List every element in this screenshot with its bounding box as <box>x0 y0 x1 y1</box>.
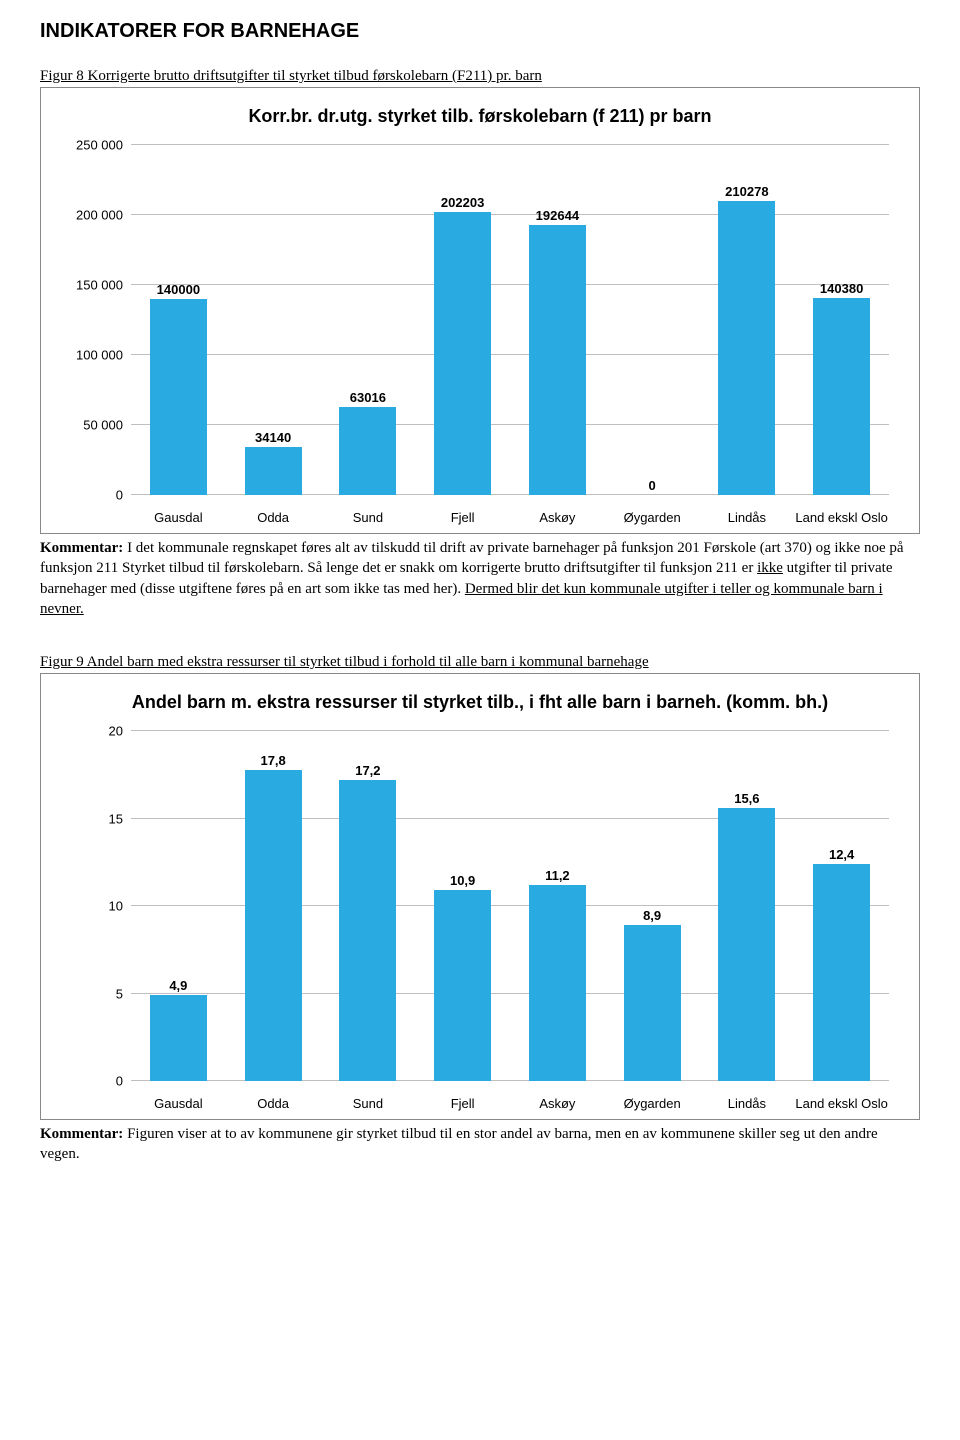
bar <box>245 770 302 1082</box>
x-label: Lindås <box>700 506 795 525</box>
figure8-caption: Figur 8 Korrigerte brutto driftsutgifter… <box>40 68 920 85</box>
bar <box>434 212 491 495</box>
x-label: Land ekskl Oslo <box>794 1092 889 1111</box>
bar-slot: 210278 <box>700 145 795 495</box>
x-label: Gausdal <box>131 1092 226 1111</box>
figure8-commentary: Kommentar: I det kommunale regnskapet fø… <box>40 538 920 619</box>
figure9-chart-title: Andel barn m. ekstra ressurser til styrk… <box>61 692 899 713</box>
bar <box>813 298 870 495</box>
x-label: Gausdal <box>131 506 226 525</box>
commentary-body: I det kommunale regnskapet føres alt av … <box>40 540 904 617</box>
x-label: Odda <box>226 506 321 525</box>
y-axis: 050 000100 000150 000200 000250 000 <box>61 145 131 495</box>
bar-slot: 140000 <box>131 145 226 495</box>
bar <box>529 225 586 495</box>
bar-slot: 8,9 <box>605 731 700 1081</box>
y-tick-label: 0 <box>61 488 131 503</box>
bar-slot: 10,9 <box>415 731 510 1081</box>
bar-value-label: 140000 <box>131 282 226 297</box>
bar-value-label: 10,9 <box>415 873 510 888</box>
y-tick-label: 200 000 <box>61 208 131 223</box>
bar-slot: 11,2 <box>510 731 605 1081</box>
bar <box>150 299 207 495</box>
y-tick-label: 20 <box>61 724 131 739</box>
x-labels-row: GausdalOddaSundFjellAskøyØygardenLindåsL… <box>131 1092 889 1111</box>
bar-slot: 202203 <box>415 145 510 495</box>
commentary-lead: Kommentar: <box>40 540 123 556</box>
y-tick-label: 5 <box>61 986 131 1001</box>
commentary-lead: Kommentar: <box>40 1126 123 1142</box>
figure9-chart-area: 051015204,917,817,210,911,28,915,612,4Ga… <box>61 731 899 1111</box>
bar-value-label: 63016 <box>321 390 416 405</box>
figure9-caption: Figur 9 Andel barn med ekstra ressurser … <box>40 654 920 671</box>
bar <box>245 447 302 495</box>
x-labels-row: GausdalOddaSundFjellAskøyØygardenLindåsL… <box>131 506 889 525</box>
bar-slot: 140380 <box>794 145 889 495</box>
bar-value-label: 210278 <box>700 184 795 199</box>
figure8-chart-title: Korr.br. dr.utg. styrket tilb. førskoleb… <box>61 106 899 127</box>
y-tick-label: 250 000 <box>61 138 131 153</box>
bar-value-label: 4,9 <box>131 978 226 993</box>
bar-value-label: 202203 <box>415 195 510 210</box>
bar <box>624 925 681 1081</box>
bar-slot: 0 <box>605 145 700 495</box>
y-tick-label: 100 000 <box>61 348 131 363</box>
bar-slot: 192644 <box>510 145 605 495</box>
bars-row: 140000 34140 63016 202203192644 0 210278 14038… <box>131 145 889 495</box>
bar <box>150 995 207 1081</box>
x-label: Odda <box>226 1092 321 1111</box>
bar-slot: 63016 <box>321 145 416 495</box>
bar <box>339 407 396 495</box>
bar-value-label: 15,6 <box>700 791 795 806</box>
bar <box>718 808 775 1081</box>
y-tick-label: 15 <box>61 811 131 826</box>
x-label: Fjell <box>415 506 510 525</box>
bar-value-label: 12,4 <box>794 847 889 862</box>
page-title: INDIKATORER FOR BARNEHAGE <box>40 20 920 43</box>
x-label: Askøy <box>510 1092 605 1111</box>
bar-slot: 34140 <box>226 145 321 495</box>
x-label: Øygarden <box>605 1092 700 1111</box>
figure9-chart-box: Andel barn m. ekstra ressurser til styrk… <box>40 673 920 1120</box>
x-label: Fjell <box>415 1092 510 1111</box>
bar <box>434 890 491 1081</box>
bar <box>529 885 586 1081</box>
figure8-chart-box: Korr.br. dr.utg. styrket tilb. førskoleb… <box>40 87 920 534</box>
y-axis: 05101520 <box>61 731 131 1081</box>
bar <box>339 780 396 1081</box>
bars-row: 4,9 17,817,2 10,911,2 8,9 15,6 12,4 <box>131 731 889 1081</box>
y-tick-label: 150 000 <box>61 278 131 293</box>
bar-value-label: 8,9 <box>605 908 700 923</box>
x-label: Land ekskl Oslo <box>794 506 889 525</box>
plot-area: 4,9 17,817,2 10,911,2 8,9 15,6 12,4 <box>131 731 889 1081</box>
x-label: Sund <box>321 1092 416 1111</box>
figure8-chart-area: 050 000100 000150 000200 000250 00014000… <box>61 145 899 525</box>
bar-value-label: 140380 <box>794 281 889 296</box>
bar <box>813 864 870 1081</box>
y-tick-label: 50 000 <box>61 418 131 433</box>
bar <box>718 201 775 495</box>
y-tick-label: 10 <box>61 899 131 914</box>
bar-value-label: 192644 <box>510 208 605 223</box>
y-tick-label: 0 <box>61 1074 131 1089</box>
bar-value-label: 17,2 <box>321 763 416 778</box>
x-label: Askøy <box>510 506 605 525</box>
bar-value-label: 17,8 <box>226 753 321 768</box>
bar-value-label: 11,2 <box>510 868 605 883</box>
bar-value-label: 0 <box>605 478 700 493</box>
bar-slot: 4,9 <box>131 731 226 1081</box>
x-label: Øygarden <box>605 506 700 525</box>
bar-slot: 17,8 <box>226 731 321 1081</box>
bar-value-label: 34140 <box>226 430 321 445</box>
commentary-body: Figuren viser at to av kommunene gir sty… <box>40 1126 878 1162</box>
bar-slot: 12,4 <box>794 731 889 1081</box>
plot-area: 140000 34140 63016 202203192644 0 210278 14038… <box>131 145 889 495</box>
figure9-commentary: Kommentar: Figuren viser at to av kommun… <box>40 1124 920 1165</box>
bar-slot: 15,6 <box>700 731 795 1081</box>
x-label: Lindås <box>700 1092 795 1111</box>
bar-slot: 17,2 <box>321 731 416 1081</box>
x-label: Sund <box>321 506 416 525</box>
